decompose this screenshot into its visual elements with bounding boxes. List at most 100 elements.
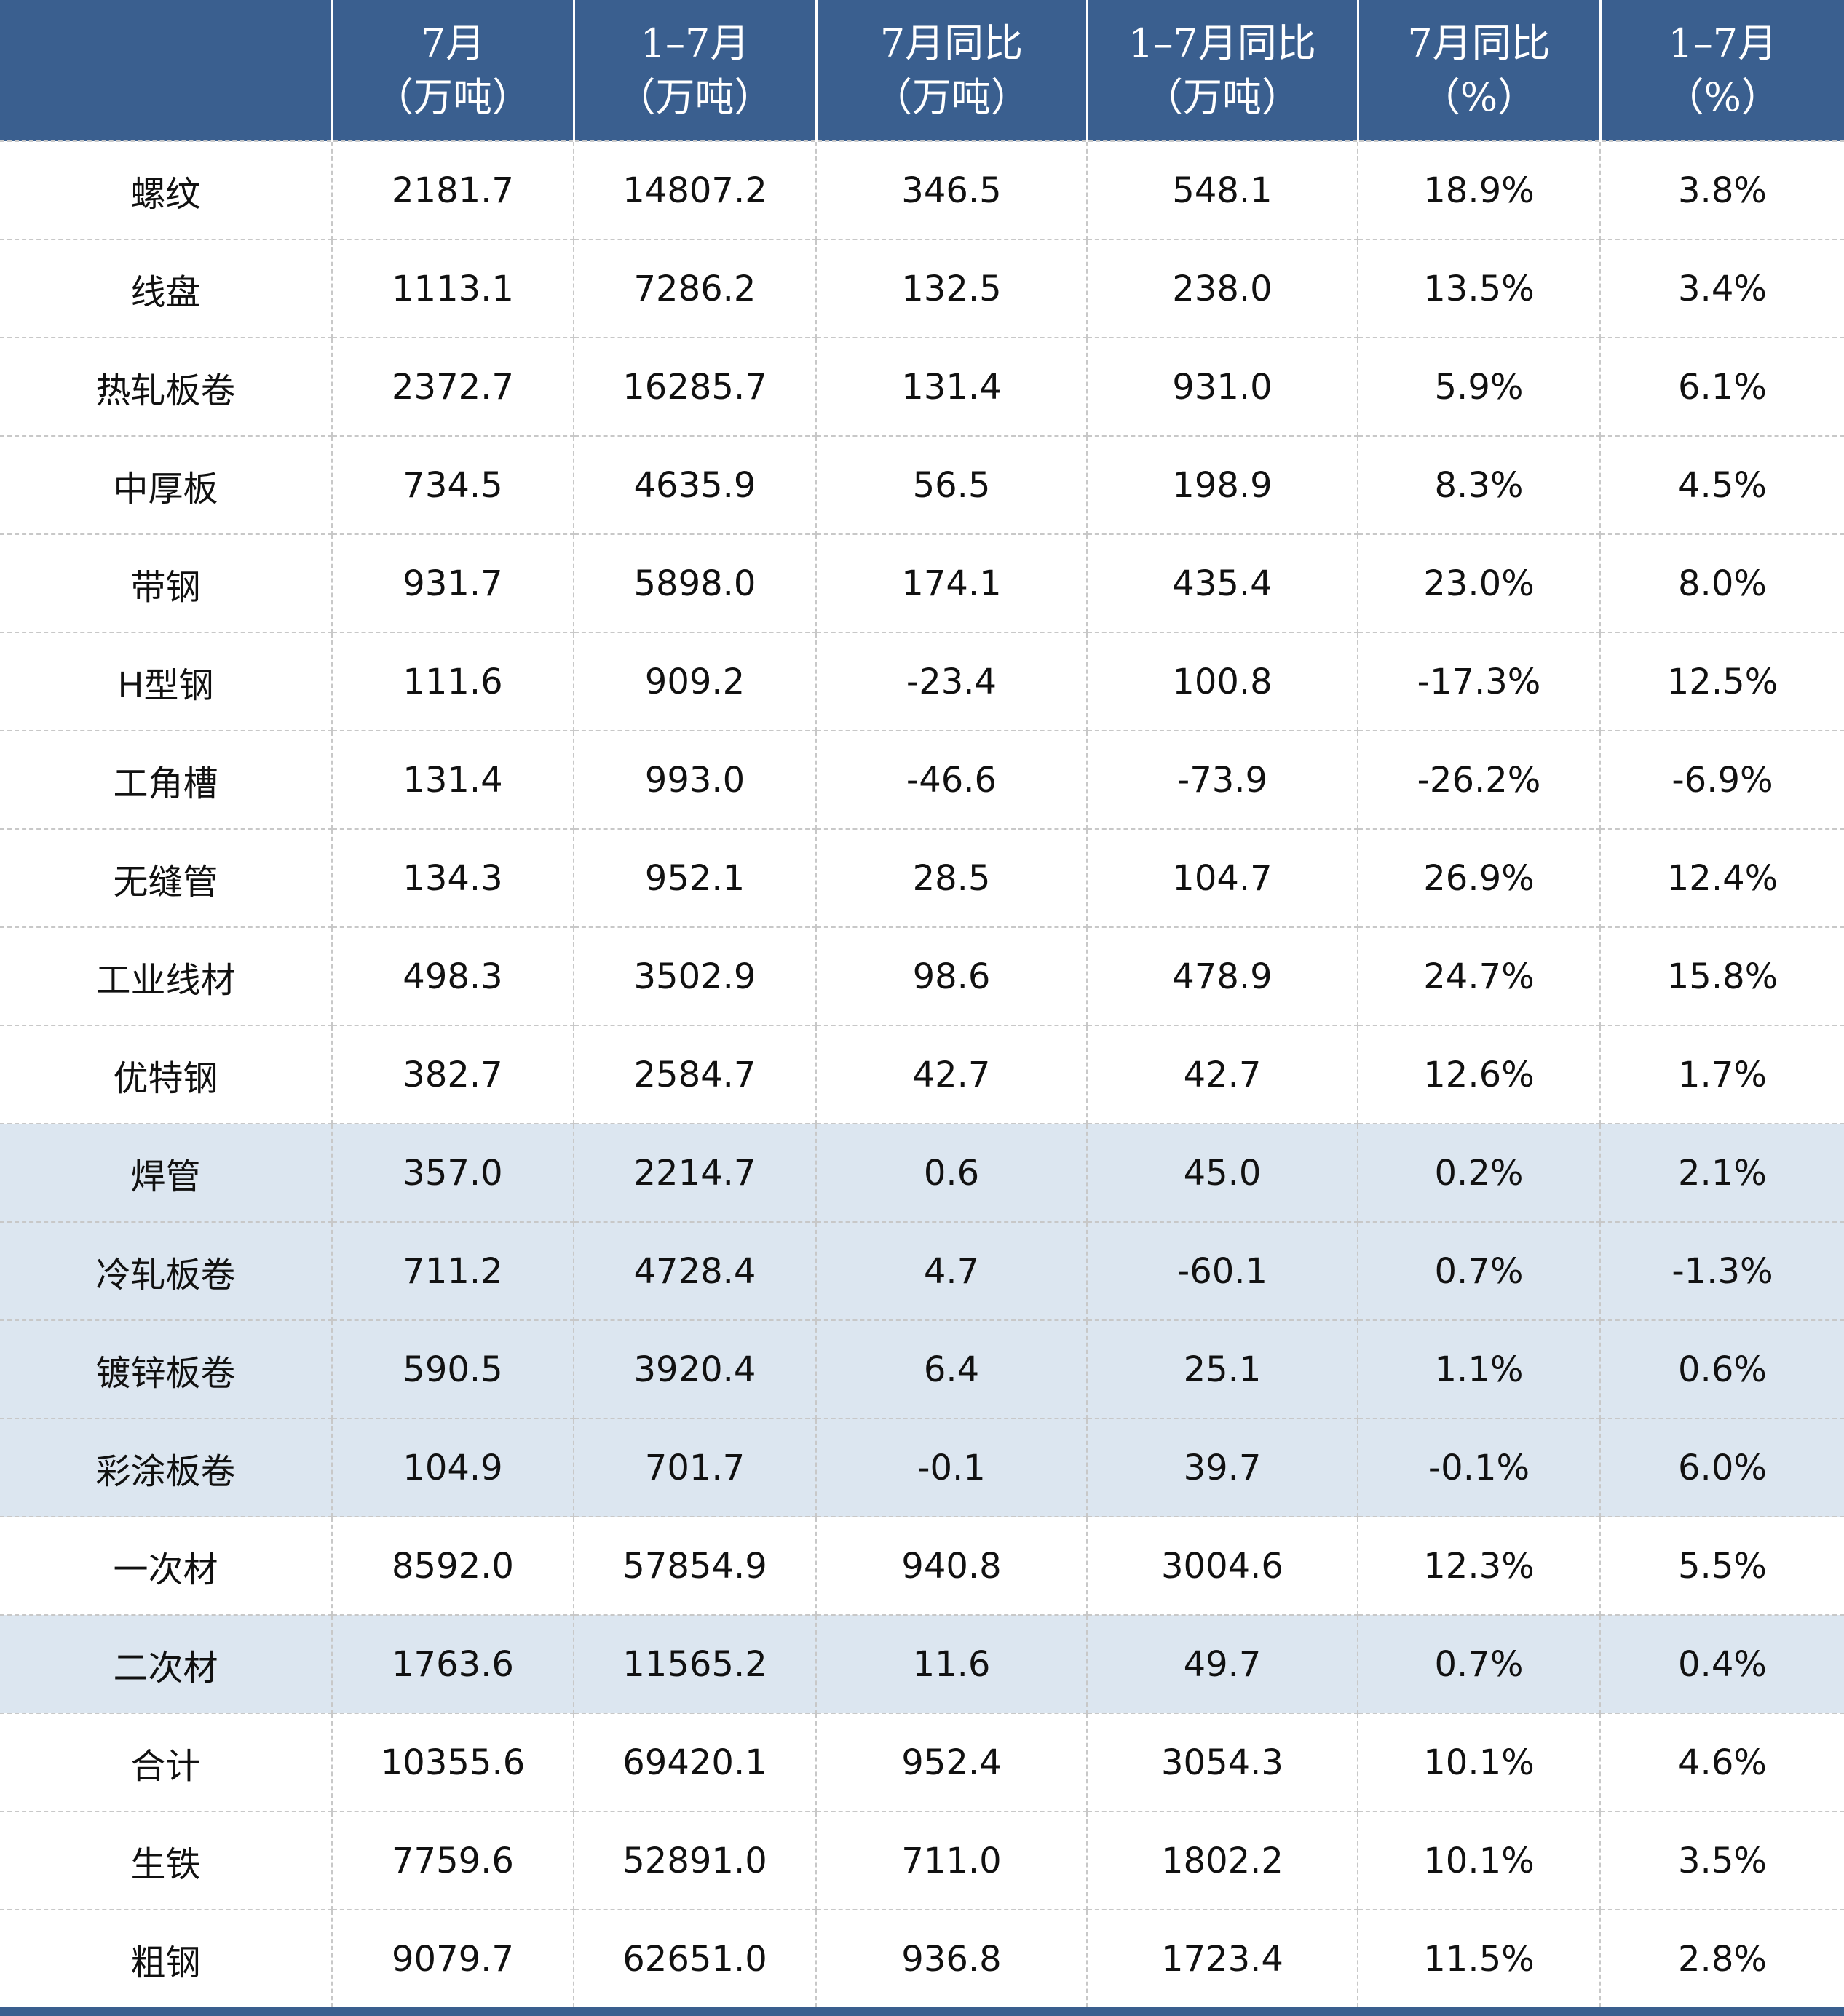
cell: 952.1 (574, 829, 816, 927)
cell: 4.7 (816, 1222, 1087, 1320)
header-text: 1–7月同比 (1088, 17, 1357, 71)
header-text: 1–7月 (575, 17, 815, 71)
cell: 174.1 (816, 534, 1087, 632)
header-text: （%） (1359, 71, 1599, 124)
cell: -46.6 (816, 731, 1087, 829)
cell: 24.7% (1358, 927, 1600, 1025)
cell: 11565.2 (574, 1615, 816, 1713)
cell: 0.4% (1600, 1615, 1844, 1713)
cell: 26.9% (1358, 829, 1600, 927)
row-label: 焊管 (0, 1124, 332, 1222)
cell: 7286.2 (574, 239, 816, 338)
row-label: 一次材 (0, 1517, 332, 1615)
header-row: 7月（万吨）1–7月（万吨）7月同比（万吨）1–7月同比（万吨）7月同比（%）1… (0, 0, 1844, 141)
cell: 3.8% (1600, 141, 1844, 239)
header-text: （万吨） (818, 71, 1086, 124)
cell: 12.5% (1600, 632, 1844, 731)
cell: 69420.1 (574, 1713, 816, 1811)
cell: 15.8% (1600, 927, 1844, 1025)
cell: 28.5 (816, 829, 1087, 927)
cell: 357.0 (332, 1124, 574, 1222)
header-cell: 7月（万吨） (332, 0, 574, 141)
header-cell: 1–7月同比（万吨） (1087, 0, 1358, 141)
cell: -73.9 (1087, 731, 1358, 829)
cell: 5.9% (1358, 338, 1600, 436)
cell: 16285.7 (574, 338, 816, 436)
cell: 104.9 (332, 1418, 574, 1517)
cell: 8.0% (1600, 534, 1844, 632)
cell: 590.5 (332, 1320, 574, 1418)
cell: 8.3% (1358, 436, 1600, 534)
row-label: 带钢 (0, 534, 332, 632)
row-label: 生铁 (0, 1811, 332, 1910)
cell: 42.7 (1087, 1025, 1358, 1124)
cell: 3054.3 (1087, 1713, 1358, 1811)
header-text: （万吨） (333, 71, 573, 124)
row-label: 工角槽 (0, 731, 332, 829)
cell: 39.7 (1087, 1418, 1358, 1517)
row-label: 热轧板卷 (0, 338, 332, 436)
cell: 10.1% (1358, 1811, 1600, 1910)
cell: 12.4% (1600, 829, 1844, 927)
header-cell: 7月同比（万吨） (816, 0, 1087, 141)
row-label: 冷轧板卷 (0, 1222, 332, 1320)
cell: 42.7 (816, 1025, 1087, 1124)
header-cell: 1–7月（万吨） (574, 0, 816, 141)
cell: 931.7 (332, 534, 574, 632)
cell: 6.4 (816, 1320, 1087, 1418)
cell: 1763.6 (332, 1615, 574, 1713)
cell: 132.5 (816, 239, 1087, 338)
row-label: 线盘 (0, 239, 332, 338)
header-text: （%） (1602, 71, 1844, 124)
cell: 382.7 (332, 1025, 574, 1124)
header-cell: 1–7月（%） (1600, 0, 1844, 141)
cell: 131.4 (332, 731, 574, 829)
cell: 10.1% (1358, 1713, 1600, 1811)
cell: 11.6 (816, 1615, 1087, 1713)
cell: 4.6% (1600, 1713, 1844, 1811)
cell: 0.6% (1600, 1320, 1844, 1418)
cell: 111.6 (332, 632, 574, 731)
cell: 49.7 (1087, 1615, 1358, 1713)
cell: 3.5% (1600, 1811, 1844, 1910)
cell: 2181.7 (332, 141, 574, 239)
cell: 548.1 (1087, 141, 1358, 239)
cell: 2214.7 (574, 1124, 816, 1222)
cell: 8592.0 (332, 1517, 574, 1615)
cell: 134.3 (332, 829, 574, 927)
cell: 2584.7 (574, 1025, 816, 1124)
row-label: 镀锌板卷 (0, 1320, 332, 1418)
cell: 3502.9 (574, 927, 816, 1025)
cell: 701.7 (574, 1418, 816, 1517)
cell: 12.6% (1358, 1025, 1600, 1124)
cell: 2372.7 (332, 338, 574, 436)
row-label: 无缝管 (0, 829, 332, 927)
cell: 5898.0 (574, 534, 816, 632)
cell: 952.4 (816, 1713, 1087, 1811)
cell: 14807.2 (574, 141, 816, 239)
cell: 4.5% (1600, 436, 1844, 534)
cell: -26.2% (1358, 731, 1600, 829)
cell: 9079.7 (332, 1910, 574, 2012)
cell: 56.5 (816, 436, 1087, 534)
row-label: 二次材 (0, 1615, 332, 1713)
cell: -17.3% (1358, 632, 1600, 731)
row-label: 合计 (0, 1713, 332, 1811)
cell: 238.0 (1087, 239, 1358, 338)
cell: 7759.6 (332, 1811, 574, 1910)
row-label: 粗钢 (0, 1910, 332, 2012)
